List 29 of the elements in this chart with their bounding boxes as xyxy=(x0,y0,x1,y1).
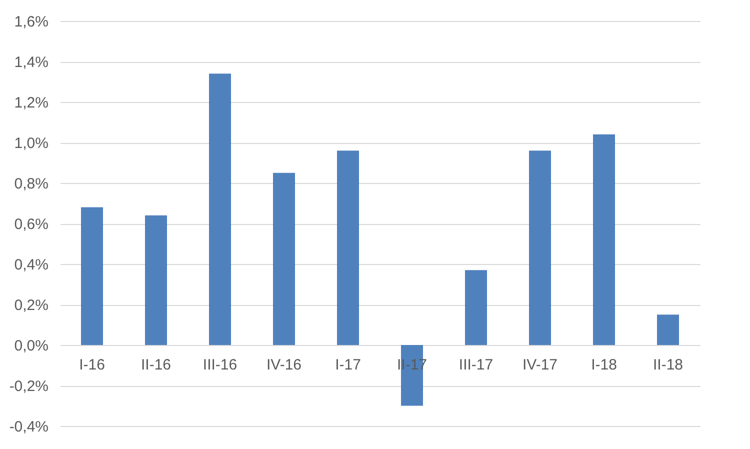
x-tick-label: III-16 xyxy=(202,356,238,374)
y-tick-label: 1,6% xyxy=(14,14,48,30)
y-tick-label: 0,0% xyxy=(14,338,48,354)
bar xyxy=(145,215,167,345)
bar xyxy=(209,74,231,345)
y-tick-label: 0,4% xyxy=(14,256,48,274)
bar xyxy=(337,150,359,345)
y-tick-label: 0,6% xyxy=(14,216,48,233)
bar xyxy=(465,270,487,345)
bar xyxy=(273,172,295,345)
bar xyxy=(657,314,679,345)
bar xyxy=(593,134,615,345)
y-tick-label: 0,8% xyxy=(14,176,48,192)
y-tick-label: 1,4% xyxy=(14,54,48,71)
y-tick-label: 1,0% xyxy=(14,135,48,152)
bar xyxy=(529,150,551,345)
y-tick-label: -0,4% xyxy=(9,418,48,436)
x-tick-label: I-17 xyxy=(335,356,361,374)
bar xyxy=(81,207,103,345)
x-tick-label: II-18 xyxy=(652,356,684,374)
y-tick-label: 0,2% xyxy=(14,297,48,314)
x-tick-label: I-16 xyxy=(79,356,105,374)
x-tick-label: IV-16 xyxy=(266,356,302,374)
x-tick-label: I-18 xyxy=(591,356,617,374)
y-tick-label: -0,2% xyxy=(9,378,48,395)
x-tick-label: III-17 xyxy=(458,356,494,374)
x-tick-label: IV-17 xyxy=(522,356,558,374)
y-tick-label: 1,2% xyxy=(14,94,48,112)
x-tick-label: II-16 xyxy=(140,356,172,374)
